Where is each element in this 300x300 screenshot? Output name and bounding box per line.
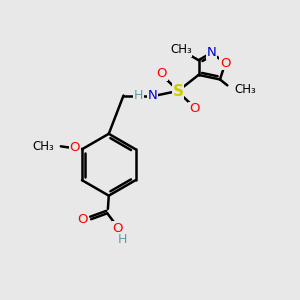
Text: O: O xyxy=(189,102,200,115)
Text: N: N xyxy=(206,46,216,59)
Text: O: O xyxy=(220,56,231,70)
Text: H: H xyxy=(117,233,127,246)
Text: O: O xyxy=(112,221,123,235)
Text: O: O xyxy=(77,213,88,226)
Text: CH₃: CH₃ xyxy=(32,140,54,153)
Text: CH₃: CH₃ xyxy=(235,83,256,96)
Text: S: S xyxy=(172,84,184,99)
Text: CH₃: CH₃ xyxy=(170,44,192,56)
Text: O: O xyxy=(157,67,167,80)
Text: N: N xyxy=(148,89,158,102)
Text: O: O xyxy=(69,141,80,154)
Text: H: H xyxy=(134,89,143,102)
